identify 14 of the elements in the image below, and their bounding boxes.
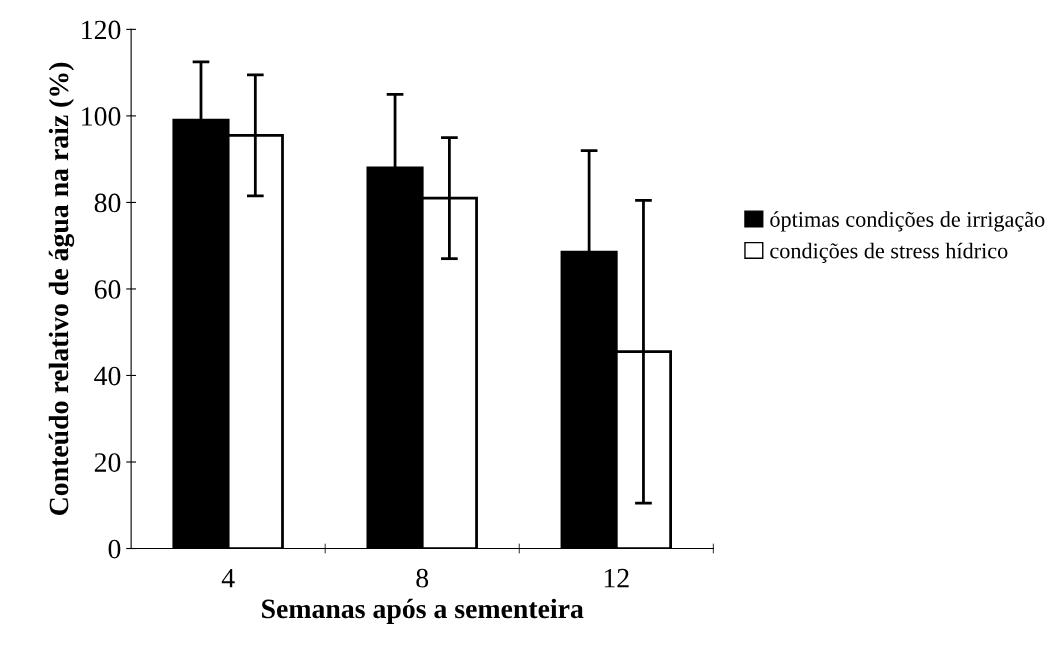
y-tick-label: 120: [82, 20, 121, 40]
y-tick-label: 20: [94, 453, 121, 472]
y-axis-title: Conteúdo relativo de água na raiz (%): [48, 62, 75, 515]
y-tick-label: 100: [82, 107, 121, 126]
y-tick-label: 0: [108, 539, 121, 559]
x-tick-label: 12: [604, 568, 629, 588]
x-tick-label: 8: [416, 568, 429, 588]
x-axis-title: Semanas após a sementeira: [262, 598, 584, 624]
legend-label: condições de stress hídrico: [770, 242, 1008, 263]
y-tick-label: 80: [94, 193, 121, 213]
y-tick-label: 40: [94, 366, 121, 386]
legend-label: óptimas condições de irrigação: [770, 211, 1045, 232]
y-tick-label: 60: [94, 280, 121, 299]
x-tick-label: 4: [221, 568, 235, 588]
